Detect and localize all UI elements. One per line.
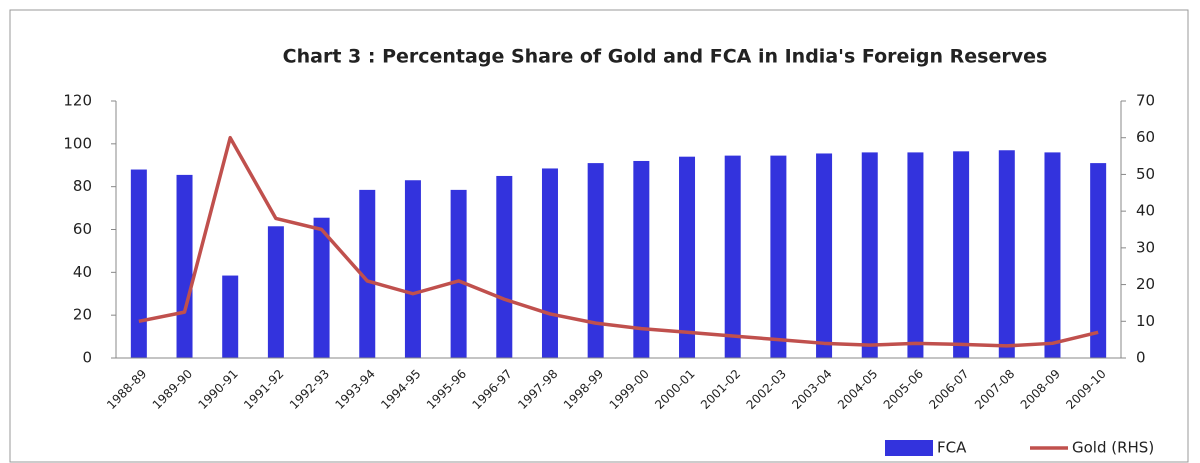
x-tick-label: 2000-01: [652, 367, 697, 412]
bar: [953, 151, 970, 358]
bar: [1090, 163, 1107, 358]
y-tick-label: 100: [63, 134, 92, 152]
x-tick-label: 2008-09: [1018, 367, 1063, 412]
bar: [267, 226, 284, 358]
x-tick-label: 2004-05: [835, 367, 880, 412]
y2-tick-label: 10: [1136, 312, 1155, 330]
y-tick-label: 80: [73, 177, 92, 195]
bar: [1044, 152, 1061, 358]
x-tick-label: 1999-00: [607, 367, 652, 412]
bar: [176, 174, 193, 358]
bar: [496, 175, 513, 358]
bar: [861, 152, 878, 358]
y2-tick-label: 30: [1136, 238, 1155, 256]
x-tick-label: 2002-03: [744, 367, 789, 412]
x-tick-label: 1996-97: [470, 367, 515, 412]
bar: [359, 189, 376, 358]
bar: [222, 275, 239, 358]
x-tick-label: 1995-96: [424, 367, 469, 412]
bar: [679, 156, 696, 358]
line: [138, 135, 1099, 348]
bar: [541, 168, 558, 358]
legend-label: Gold (RHS): [1072, 439, 1154, 457]
y2-tick-label: 20: [1136, 275, 1155, 293]
x-tick-label: 2001-02: [698, 367, 743, 412]
x-tick-label: 1998-99: [561, 367, 606, 412]
y-tick-label: 120: [63, 92, 92, 110]
chart-title: Chart 3 : Percentage Share of Gold and F…: [283, 46, 1048, 68]
y2-tick-label: 0: [1136, 349, 1146, 367]
y2-tick-label: 50: [1136, 165, 1155, 183]
bar: [998, 150, 1015, 358]
bar: [450, 189, 467, 358]
bar: [724, 155, 741, 358]
bar: [907, 152, 924, 358]
bar: [404, 180, 421, 358]
x-tick-label: 1990-91: [195, 367, 240, 412]
y-tick-label: 40: [73, 263, 92, 281]
bar: [633, 160, 650, 358]
bar: [816, 153, 833, 358]
x-tick-label: 1989-90: [150, 367, 195, 412]
y-tick-label: 0: [82, 349, 92, 367]
x-tick-label: 2009-10: [1063, 367, 1108, 412]
x-tick-label: 2003-04: [789, 367, 834, 412]
x-tick-label: 1992-93: [287, 367, 332, 412]
x-tick-label: 1993-94: [332, 367, 377, 412]
x-tick-label: 1988-89: [104, 367, 149, 412]
legend-label: FCA: [937, 439, 967, 457]
y2-tick-label: 40: [1136, 202, 1155, 220]
bar: [587, 163, 604, 358]
y2-tick-label: 70: [1136, 92, 1155, 110]
y-tick-label: 20: [73, 306, 92, 324]
x-tick-label: 2005-06: [881, 367, 926, 412]
x-tick-label: 1997-98: [515, 367, 560, 412]
bar: [313, 217, 330, 358]
x-tick-label: 1994-95: [378, 367, 423, 412]
y-tick-label: 60: [73, 220, 92, 238]
bar: [770, 155, 787, 358]
legend-swatch: [885, 440, 933, 456]
x-tick-label: 2006-07: [926, 367, 971, 412]
x-tick-label: 1991-92: [241, 367, 286, 412]
y2-tick-label: 60: [1136, 128, 1155, 146]
x-tick-label: 2007-08: [972, 367, 1017, 412]
bar: [130, 169, 147, 358]
chart-frame: [9, 9, 1189, 463]
